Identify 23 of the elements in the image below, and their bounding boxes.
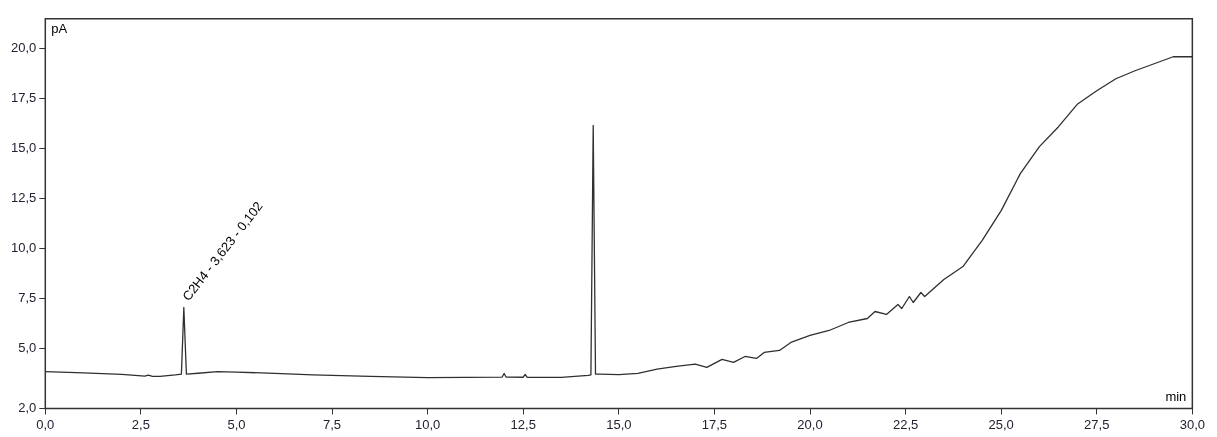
y-axis-title: pA xyxy=(51,20,68,36)
y-tick-label: 5,0 xyxy=(18,340,37,356)
x-tick-label: 5,0 xyxy=(227,416,246,432)
x-tick-label: 22,5 xyxy=(892,416,919,432)
x-axis-title: min xyxy=(1165,389,1187,405)
y-tick-label: 20,0 xyxy=(10,40,37,56)
x-tick-label: 0,0 xyxy=(36,416,55,432)
x-tick-label: 2,5 xyxy=(131,416,150,432)
x-tick-label: 12,5 xyxy=(510,416,536,432)
x-tick-label: 7,5 xyxy=(323,416,342,432)
x-tick-label: 25,0 xyxy=(988,416,1014,432)
x-tick-label: 27,5 xyxy=(1084,416,1110,432)
x-tick-label: 17,5 xyxy=(701,416,728,432)
y-tick-label: 2,0 xyxy=(18,399,37,415)
x-tick-label: 20,0 xyxy=(797,416,823,432)
y-tick-label: 12,5 xyxy=(10,190,37,206)
x-tick-label: 15,0 xyxy=(606,416,632,432)
y-tick-label: 10,0 xyxy=(10,240,37,256)
x-tick-label: 30,0 xyxy=(1179,416,1206,432)
y-tick-label: 7,5 xyxy=(18,290,37,306)
y-tick-label: 17,5 xyxy=(10,90,37,106)
y-tick-label: 15,0 xyxy=(10,140,37,156)
x-tick-label: 10,0 xyxy=(414,416,441,432)
